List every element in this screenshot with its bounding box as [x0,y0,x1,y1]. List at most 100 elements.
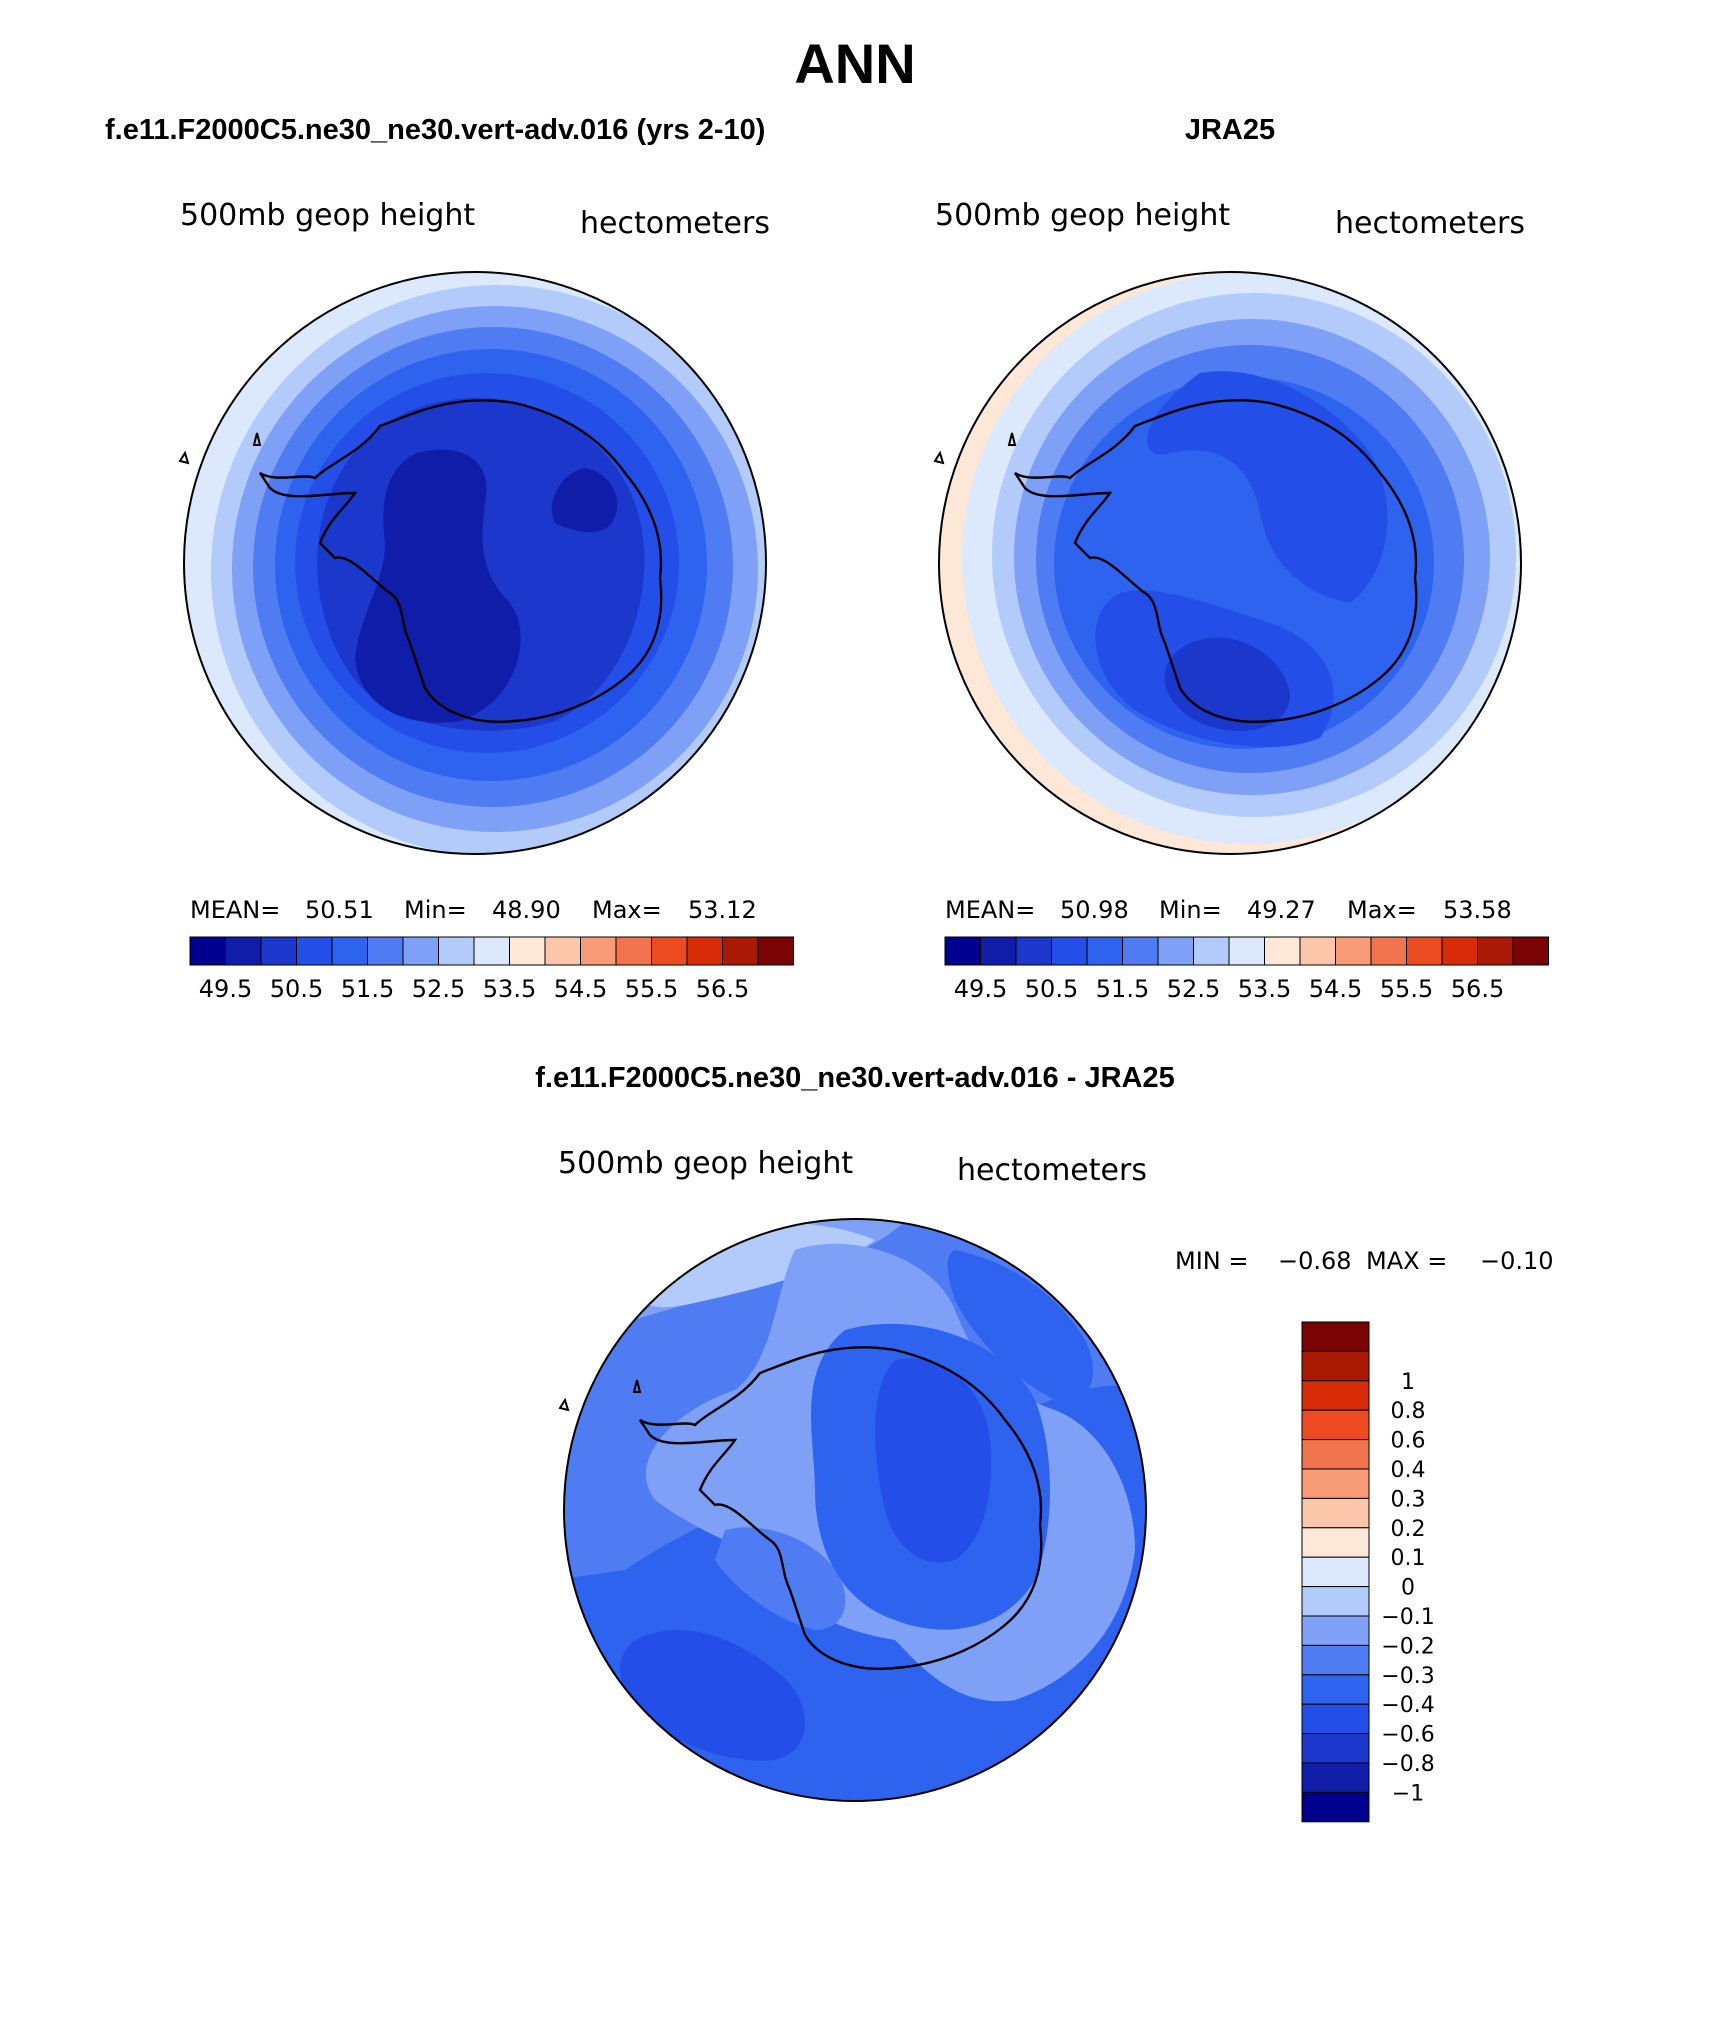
colorbar-swatch [1477,936,1514,966]
stat-min-value: 49.27 [1247,896,1316,924]
colorbar-swatch [473,936,510,966]
colorbar-swatch [1406,936,1443,966]
colorbar-swatch [1301,1674,1370,1705]
colorbar-swatch [944,936,981,966]
colorbar-label: 51.5 [341,975,394,1003]
colorbar-swatch [1441,936,1478,966]
stat-min-value: 48.90 [492,896,561,924]
colorbar-swatch [1370,936,1407,966]
colorbar-swatch [1301,1586,1370,1617]
colorbar-swatch [1193,936,1230,966]
stat-mean-value: 50.51 [305,896,374,924]
colorbar-swatch [1301,1350,1370,1382]
stat-max-label: MAX = [1366,1247,1447,1275]
stats-line: MIN = −0.68 MAX = −0.10 [1175,1247,1554,1275]
stat-min-label: Min= [1159,896,1222,924]
colorbar-label: 0 [1401,1576,1415,1601]
colorbar-swatch [1301,1556,1370,1588]
stats-line: MEAN= 50.98 Min= 49.27 Max= 53.58 [945,896,1512,924]
colorbar-swatch [189,936,226,966]
polar-map-diff [558,1218,1147,1802]
colorbar-label: 0.1 [1391,1546,1426,1571]
stat-max-value: 53.58 [1443,896,1512,924]
colorbar-label: −0.1 [1381,1605,1434,1630]
colorbar-swatch [580,936,617,966]
colorbar-label: 53.5 [1238,975,1291,1003]
colorbar-diff: 1 0.8 0.6 0.4 0.3 0.2 0.1 0 −0.1 −0.2 −0.3 −0.4 −0.6… [1301,1321,1435,1823]
stat-max-value: 53.12 [688,896,757,924]
colorbar-label: 51.5 [1096,975,1149,1003]
colorbar-swatch [980,936,1017,966]
colorbar-label: 52.5 [1167,975,1220,1003]
colorbar-swatch [1301,1321,1370,1352]
variable-label: 500mb geop height [935,198,1230,233]
colorbar-swatch [1301,1791,1370,1823]
colorbar-obs: 49.5 50.5 51.5 52.5 53.5 54.5 55.5 56.5 [944,936,1549,1003]
colorbar-swatch [1301,1468,1370,1499]
stat-mean-value: 50.98 [1060,896,1129,924]
colorbar-label: −0.4 [1381,1693,1434,1718]
panel-title: JRA25 [1185,114,1275,146]
stat-max-label: Max= [1347,896,1417,924]
colorbar-label: −1 [1392,1781,1424,1806]
stat-mean-label: MEAN= [190,896,280,924]
colorbar-swatch [225,936,262,966]
colorbar-swatch [1301,1409,1370,1441]
figure-title: ANN [794,32,915,95]
colorbar-swatch [296,936,333,966]
colorbar-swatch [1051,936,1088,966]
colorbar-label: 50.5 [270,975,323,1003]
panel-diff: f.e11.F2000C5.ne30_ne30.vert-adv.016 - J… [535,1062,1554,1823]
stat-mean-label: MEAN= [945,896,1035,924]
colorbar-swatch [544,936,581,966]
colorbar-label: 1 [1401,1370,1415,1395]
colorbar-swatch [651,936,688,966]
colorbar-swatch [722,936,759,966]
colorbar-swatch [260,936,297,966]
colorbar-swatch [1301,1733,1370,1764]
colorbar-swatch [1301,1762,1370,1793]
colorbar-swatch [1301,1439,1370,1470]
colorbar-label: 49.5 [954,975,1007,1003]
units-label: hectometers [580,206,770,241]
colorbar-label: 0.8 [1391,1399,1426,1424]
units-label: hectometers [957,1153,1147,1188]
colorbar-swatch [367,936,404,966]
colorbar-swatch [331,936,368,966]
colorbar-swatch [1086,936,1123,966]
colorbar-label: 56.5 [1451,975,1504,1003]
colorbar-swatch [1264,936,1301,966]
colorbar-swatch [1157,936,1194,966]
units-label: hectometers [1335,206,1525,241]
colorbar-label: 53.5 [483,975,536,1003]
variable-label: 500mb geop height [180,198,475,233]
colorbar-label: 54.5 [1309,975,1362,1003]
colorbar-swatch [1335,936,1372,966]
colorbar-label: −0.6 [1381,1723,1434,1748]
colorbar-swatch [1512,936,1549,966]
polar-map-obs [933,271,1522,855]
colorbar-swatch [686,936,723,966]
colorbar-label: 55.5 [625,975,678,1003]
stats-line: MEAN= 50.51 Min= 48.90 Max= 53.12 [190,896,757,924]
colorbar-label: 0.4 [1391,1458,1426,1483]
colorbar-label: 49.5 [199,975,252,1003]
colorbar-swatch [1228,936,1265,966]
colorbar-label: −0.2 [1381,1634,1434,1659]
colorbar-label: −0.8 [1381,1752,1434,1777]
colorbar-swatch [615,936,652,966]
colorbar-swatch [1301,1703,1370,1735]
colorbar-model: 49.5 50.5 51.5 52.5 53.5 54.5 55.5 56.5 [189,936,794,1003]
colorbar-swatch [1301,1497,1370,1529]
colorbar-label: 50.5 [1025,975,1078,1003]
colorbar-swatch [1122,936,1159,966]
colorbar-label: 56.5 [696,975,749,1003]
colorbar-label: 54.5 [554,975,607,1003]
polar-map-model [178,271,767,855]
colorbar-swatch [1301,1615,1370,1646]
panel-obs: JRA25 500mb geop height hectometers MEAN… [933,114,1549,1003]
colorbar-label: 55.5 [1380,975,1433,1003]
stat-min-value: −0.68 [1278,1247,1352,1275]
colorbar-label: −0.3 [1381,1664,1434,1689]
